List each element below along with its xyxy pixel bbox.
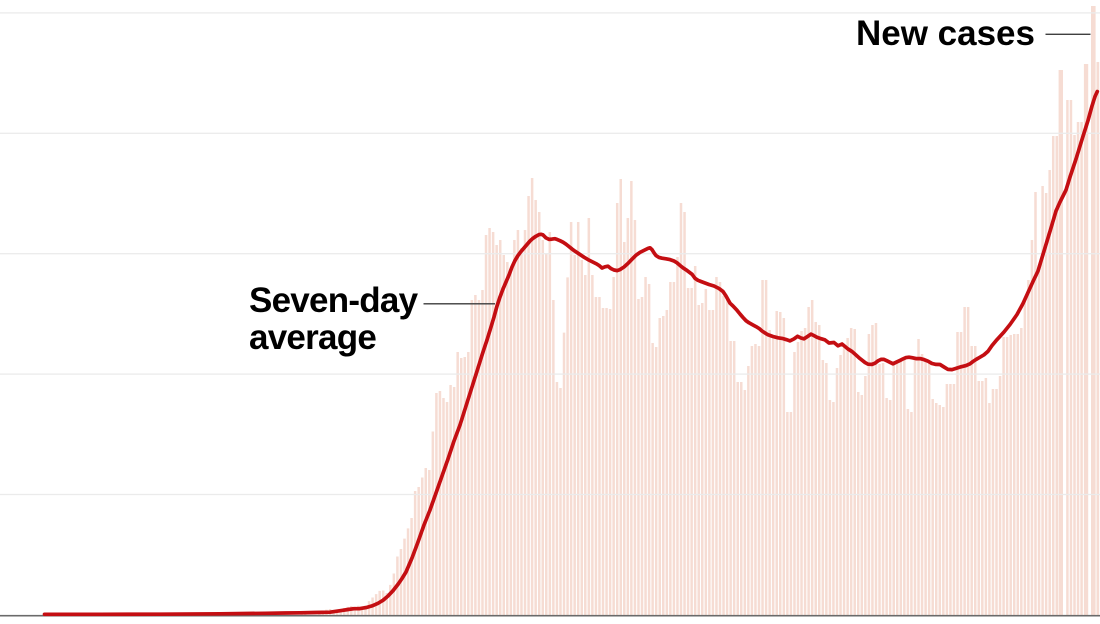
svg-text:New cases: New cases: [856, 14, 1035, 53]
svg-text:average: average: [249, 318, 376, 357]
svg-text:Seven-day: Seven-day: [249, 281, 419, 320]
